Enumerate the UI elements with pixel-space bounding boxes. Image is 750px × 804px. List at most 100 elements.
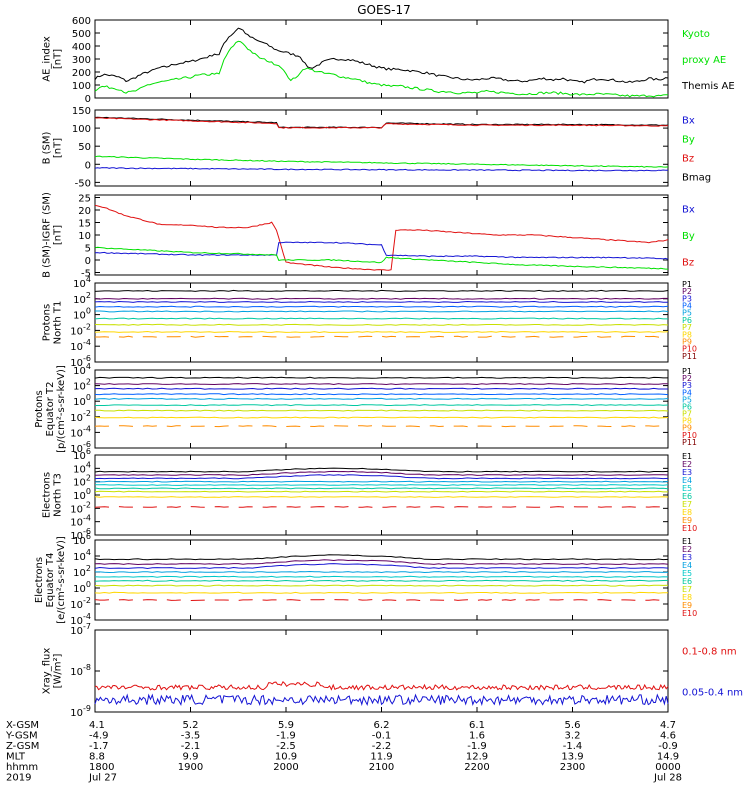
y-tick-label: 10-4 — [70, 612, 91, 627]
legend-entry: E5 — [682, 569, 692, 578]
time-axis-value: Jul 28 — [653, 773, 682, 784]
y-tick-label: 10-7 — [70, 622, 91, 637]
y-tick-label: 102 — [73, 474, 91, 489]
flux-level-e7 — [94, 490, 668, 493]
flux-level-p5 — [94, 397, 669, 400]
legend-entry: E4 — [682, 561, 692, 570]
legend-entry: P4 — [682, 302, 692, 311]
legend-entry: E9 — [682, 601, 692, 610]
time-axis-value: -1.9 — [467, 741, 487, 752]
y-tick-label: 100 — [73, 580, 91, 595]
y-tick-label: 10-2 — [70, 596, 91, 611]
y-axis-label: B (SM)-IGRF (SM) — [42, 192, 53, 278]
time-axis-row-label: Z-GSM — [6, 741, 39, 752]
y-tick-label: 102 — [73, 291, 91, 306]
y-tick-label: 0 — [85, 160, 91, 171]
time-axis-value: -0.1 — [372, 731, 392, 742]
series-line-xray — [94, 680, 669, 691]
flux-level-p6 — [95, 404, 669, 407]
time-axis-row-label: MLT — [6, 752, 26, 763]
legend-entry: P5 — [682, 309, 692, 318]
time-axis-value: -0.9 — [658, 741, 678, 752]
flux-level-e5 — [94, 484, 669, 486]
legend-entry: E7 — [682, 585, 692, 594]
y-axis-label: Equator T2 — [45, 382, 56, 437]
flux-level-e3 — [94, 563, 669, 570]
time-axis-value: 3.2 — [565, 731, 581, 742]
time-axis-value: 5.2 — [183, 720, 199, 731]
flux-level-e6 — [94, 579, 669, 582]
y-tick-label: 104 — [73, 460, 91, 475]
flux-level-e1 — [94, 467, 669, 473]
legend-entry: E3 — [682, 553, 692, 562]
time-axis-value: 6.2 — [374, 720, 390, 731]
time-axis-value: 12.9 — [466, 752, 488, 763]
legend-entry: E4 — [682, 476, 692, 485]
legend-entry: P6 — [682, 316, 692, 325]
y-tick-label: 150 — [72, 106, 91, 117]
flux-level-e2 — [94, 470, 669, 476]
flux-level-p7 — [94, 409, 669, 412]
legend-entry: E3 — [682, 468, 692, 477]
legend-entry: proxy AE — [682, 55, 726, 66]
y-tick-label: 102 — [73, 378, 91, 393]
flux-level-p5 — [95, 310, 669, 313]
series-line-bx — [94, 241, 669, 260]
flux-level-e7 — [94, 584, 669, 587]
y-tick-label: 20 — [78, 206, 91, 217]
y-tick-label: 100 — [73, 487, 91, 502]
flux-level-e2 — [94, 559, 669, 566]
y-tick-label: 50 — [78, 142, 91, 153]
time-axis-value: 5.9 — [278, 720, 294, 731]
flux-level-p3 — [94, 300, 669, 303]
time-axis-value: 4.7 — [660, 720, 676, 731]
panel-frame-bdiff — [94, 194, 669, 276]
legend-entry: P6 — [682, 402, 692, 411]
time-axis-value: 9.9 — [183, 752, 199, 763]
y-tick-label: 10-2 — [70, 409, 91, 424]
series-line-bz — [95, 117, 669, 129]
y-tick-label: 200 — [72, 68, 91, 79]
y-tick-label: 100 — [72, 124, 91, 135]
y-axis-label: Protons — [34, 390, 45, 427]
y-tick-label: 104 — [73, 275, 91, 290]
legend-entry: P7 — [682, 323, 692, 332]
time-axis-value: 2200 — [464, 762, 489, 773]
legend-entry: By — [682, 231, 695, 242]
flux-level-e8 — [94, 591, 669, 594]
time-axis-row-label: hhmm — [6, 762, 38, 773]
y-tick-label: 10-4 — [70, 424, 91, 439]
panel-frame-xray — [94, 629, 669, 713]
flux-level-e10 — [94, 506, 669, 508]
legend-entry: Themis AE — [681, 81, 735, 92]
legend-entry: 0.1-0.8 nm — [682, 647, 737, 658]
time-axis-value: 2100 — [369, 762, 394, 773]
flux-level-p2 — [94, 297, 668, 300]
flux-level-p9 — [95, 335, 669, 338]
y-tick-label: 25 — [78, 194, 91, 205]
legend-entry: E6 — [682, 577, 692, 586]
legend-entry: Bmag — [682, 173, 711, 184]
series-line-by — [94, 246, 668, 270]
y-tick-label: 10-2 — [70, 322, 91, 337]
legend-entry: P10 — [682, 345, 697, 354]
flux-level-p1 — [94, 289, 669, 292]
flux-level-e1 — [94, 554, 669, 561]
y-axis-label: [nT] — [53, 138, 64, 158]
y-tick-label: 104 — [73, 362, 91, 377]
y-tick-label: 10-8 — [70, 663, 91, 678]
y-tick-label: 400 — [72, 42, 91, 53]
flux-level-e3 — [94, 474, 669, 480]
y-tick-label: 300 — [72, 55, 91, 66]
flux-level-e8 — [94, 496, 669, 498]
flux-level-p4 — [94, 305, 669, 308]
time-axis-value: 13.9 — [561, 752, 583, 763]
time-axis-value: -1.9 — [276, 731, 296, 742]
legend-entry: P7 — [682, 410, 692, 419]
time-axis-row-label: 2019 — [6, 773, 31, 784]
y-tick-label: 10-6 — [70, 440, 91, 455]
panel-frame-p-north — [94, 282, 669, 363]
series-line-by — [94, 155, 669, 168]
legend-entry: P4 — [682, 388, 692, 397]
